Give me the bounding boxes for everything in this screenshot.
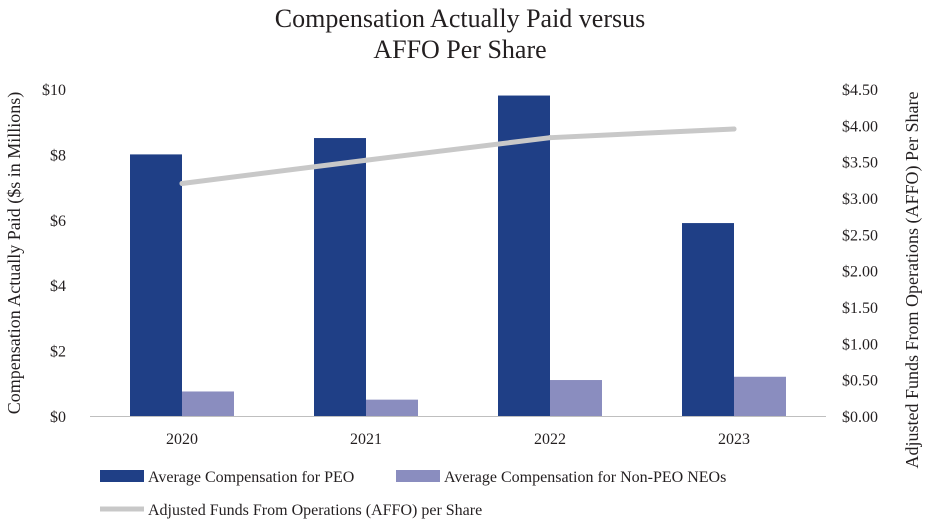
chart-title-line-2: AFFO Per Share bbox=[373, 35, 546, 64]
y-axis-right: $0.00 $0.50 $1.00 $1.50 $2.00 $2.50 $3.00 $3.50… bbox=[842, 82, 878, 426]
y2-tick-label: $0.50 bbox=[842, 373, 878, 390]
legend: Average Compensation for PEO Average Com… bbox=[100, 469, 726, 519]
y2-tick-label: $2.50 bbox=[842, 227, 878, 244]
y-tick-label: $6 bbox=[50, 213, 66, 230]
y2-tick-label: $1.50 bbox=[842, 300, 878, 317]
bar-series bbox=[130, 95, 786, 417]
y-tick-label: $2 bbox=[50, 344, 66, 361]
line-affo bbox=[179, 126, 737, 186]
y-axis-title: Compensation Actually Paid ($s in Millio… bbox=[4, 92, 25, 415]
y2-tick-label: $4.00 bbox=[842, 118, 878, 135]
bar-non-peo-2020 bbox=[182, 391, 234, 416]
y-tick-label: $4 bbox=[50, 278, 66, 295]
x-tick-label: 2023 bbox=[718, 431, 750, 448]
x-tick-label: 2022 bbox=[534, 431, 566, 448]
line-point-affo-2023 bbox=[731, 126, 737, 132]
bar-peo-2022 bbox=[498, 95, 550, 416]
bar-peo-2021 bbox=[314, 138, 366, 417]
y2-tick-label: $4.50 bbox=[842, 82, 878, 99]
y2-tick-label: $3.00 bbox=[842, 191, 878, 208]
y-axis-left: $0 $2 $4 $6 $8 $10 bbox=[42, 82, 66, 426]
y-tick-label: $0 bbox=[50, 409, 66, 426]
legend-swatch-non-peo bbox=[396, 470, 440, 482]
chart-title-line-1: Compensation Actually Paid versus bbox=[275, 4, 645, 33]
y2-tick-label: $2.00 bbox=[842, 264, 878, 281]
y2-tick-label: $0.00 bbox=[842, 409, 878, 426]
line-series bbox=[179, 126, 737, 186]
y-tick-label: $8 bbox=[50, 147, 66, 164]
bar-peo-2020 bbox=[130, 154, 182, 416]
bar-peo-2023 bbox=[682, 223, 734, 416]
line-point-affo-2021 bbox=[363, 157, 369, 163]
y2-tick-label: $1.00 bbox=[842, 336, 878, 353]
legend-swatch-peo bbox=[100, 470, 144, 482]
x-axis: 2020 2021 2022 2023 bbox=[166, 431, 750, 448]
legend-label-non-peo: Average Compensation for Non-PEO NEOs bbox=[444, 469, 726, 486]
line-point-affo-2022 bbox=[547, 135, 553, 141]
legend-label-peo: Average Compensation for PEO bbox=[148, 469, 354, 486]
bar-non-peo-2021 bbox=[366, 399, 418, 416]
line-point-affo-2020 bbox=[179, 180, 185, 186]
y2-tick-label: $3.50 bbox=[842, 155, 878, 172]
y2-axis-title: Adjusted Funds From Operations (AFFO) Pe… bbox=[902, 92, 923, 469]
x-tick-label: 2021 bbox=[350, 431, 382, 448]
bar-non-peo-2022 bbox=[550, 380, 602, 416]
legend-label-affo: Adjusted Funds From Operations (AFFO) pe… bbox=[148, 502, 482, 519]
x-tick-label: 2020 bbox=[166, 431, 198, 448]
y-tick-label: $10 bbox=[42, 82, 66, 99]
bar-non-peo-2023 bbox=[734, 376, 786, 416]
